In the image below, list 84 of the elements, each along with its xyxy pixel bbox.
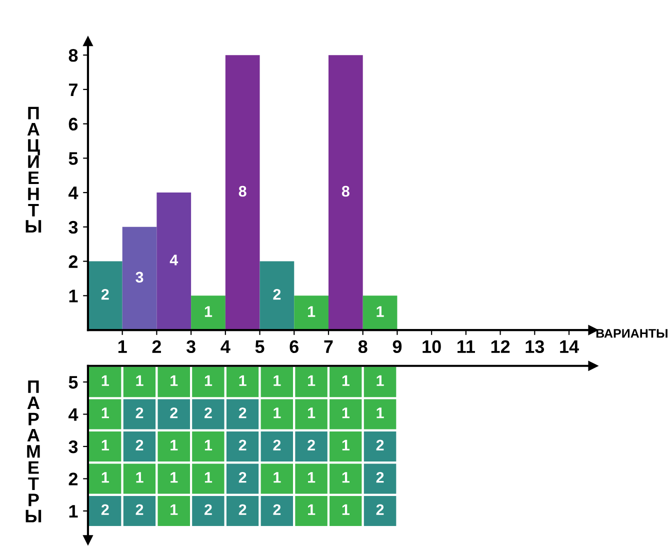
data-label: 2 bbox=[273, 440, 281, 450]
data-label: 2 bbox=[101, 288, 109, 300]
data-label: 1 bbox=[102, 440, 109, 450]
data-label: 1 bbox=[274, 472, 281, 483]
data-label: 2 bbox=[204, 504, 212, 515]
data-label: 1 bbox=[136, 375, 144, 386]
data-label: 1 bbox=[308, 472, 316, 483]
x-tick-label: 8 bbox=[358, 340, 368, 354]
data-label: 1 bbox=[204, 472, 212, 483]
data-label: 2 bbox=[136, 408, 144, 418]
x-tick-label: 9 bbox=[392, 340, 402, 354]
y-tick-label: 4 bbox=[68, 186, 78, 200]
x-tick-label: 3 bbox=[186, 340, 196, 354]
y-tick-label: 5 bbox=[68, 152, 78, 165]
y-tick-label: 5 bbox=[68, 376, 78, 389]
data-label: 1 bbox=[342, 408, 350, 418]
x-axis-title: ВАРИАНТЫ bbox=[596, 329, 668, 338]
y-tick-label: 3 bbox=[68, 440, 78, 454]
y-tick-label: 6 bbox=[68, 118, 78, 131]
data-label: 1 bbox=[204, 375, 212, 386]
data-label: 2 bbox=[238, 440, 246, 450]
data-label: 2 bbox=[101, 504, 109, 515]
data-label: 1 bbox=[342, 440, 350, 450]
x-tick-label: 14 bbox=[560, 340, 579, 353]
data-label: 2 bbox=[136, 504, 144, 515]
y-tick-label: 3 bbox=[68, 220, 78, 234]
text: ПАРАМЕТРЫ bbox=[26, 380, 42, 522]
data-label: 2 bbox=[238, 408, 246, 418]
data-label: 1 bbox=[376, 306, 384, 317]
data-label: 2 bbox=[238, 504, 246, 515]
y-tick-label: 1 bbox=[69, 290, 78, 302]
data-label: 1 bbox=[136, 472, 144, 483]
x-tick-label: 13 bbox=[526, 340, 544, 354]
data-label: 1 bbox=[102, 375, 109, 386]
x-tick-label: 5 bbox=[255, 340, 264, 354]
data-label: 1 bbox=[342, 472, 350, 483]
data-label: 1 bbox=[204, 440, 212, 450]
data-label: 1 bbox=[102, 472, 109, 483]
data-label: 2 bbox=[308, 440, 315, 450]
data-label: 1 bbox=[170, 440, 178, 450]
x-tick-label: 1 bbox=[118, 340, 127, 353]
data-label: 1 bbox=[308, 504, 316, 515]
data-label: 1 bbox=[170, 375, 178, 386]
data-label: 1 bbox=[274, 375, 281, 386]
data-label: 1 bbox=[204, 306, 212, 317]
data-label: 1 bbox=[342, 504, 350, 515]
y-tick-label: 1 bbox=[69, 505, 78, 518]
y-tick-label: 4 bbox=[68, 408, 78, 421]
x-tick-label: 7 bbox=[324, 340, 333, 353]
y-tick-label: 2 bbox=[68, 255, 78, 268]
data-label: 2 bbox=[170, 408, 178, 418]
y-tick-label: 7 bbox=[68, 84, 78, 96]
data-label: 2 bbox=[238, 472, 246, 483]
data-label: 1 bbox=[102, 408, 109, 418]
x-tick-label: 6 bbox=[290, 340, 299, 354]
data-label: 2 bbox=[376, 472, 384, 483]
data-label: 1 bbox=[308, 306, 316, 317]
data-label: 2 bbox=[376, 504, 384, 515]
data-label: 8 bbox=[238, 186, 246, 197]
data-label: 2 bbox=[273, 288, 281, 300]
data-label: 2 bbox=[204, 408, 212, 418]
data-label: 2 bbox=[273, 504, 281, 515]
x-tick-label: 10 bbox=[422, 340, 441, 354]
data-label: 1 bbox=[170, 504, 178, 515]
y-tick-label: 2 bbox=[68, 472, 78, 486]
data-label: 2 bbox=[376, 440, 384, 450]
data-label: 1 bbox=[308, 375, 316, 386]
data-label: 1 bbox=[170, 472, 178, 483]
data-label: 2 bbox=[136, 440, 144, 450]
x-tick-label: 2 bbox=[152, 340, 161, 353]
data-label: 1 bbox=[376, 375, 384, 386]
x-tick-label: 12 bbox=[491, 340, 510, 353]
data-label: 1 bbox=[274, 408, 281, 418]
data-label: 8 bbox=[342, 186, 350, 197]
data-label: 4 bbox=[170, 254, 178, 266]
data-label: 3 bbox=[136, 272, 144, 283]
y-tick-label: 8 bbox=[68, 49, 78, 62]
data-label: 1 bbox=[342, 375, 350, 386]
x-tick-label: 4 bbox=[220, 340, 230, 353]
data-label: 1 bbox=[376, 408, 384, 418]
x-tick-label: 11 bbox=[458, 340, 475, 353]
y-axis-title: ПАЦИЕНТЫ bbox=[26, 106, 42, 233]
data-label: 1 bbox=[308, 408, 316, 418]
data-label: 1 bbox=[239, 375, 246, 386]
